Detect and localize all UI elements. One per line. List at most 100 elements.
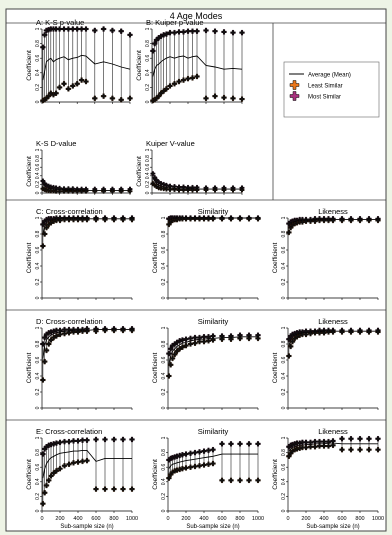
y-tick-label: 0.2 xyxy=(35,388,41,395)
marker xyxy=(180,344,185,350)
y-tick-label: 1 xyxy=(161,326,167,329)
marker xyxy=(118,97,124,103)
marker xyxy=(40,501,46,506)
marker xyxy=(42,335,47,340)
marker xyxy=(167,83,173,89)
marker xyxy=(317,330,322,336)
y-tick-label: 1 xyxy=(281,436,287,439)
y-tick-label: 1 xyxy=(35,148,41,151)
marker xyxy=(44,225,49,230)
marker xyxy=(190,187,195,193)
marker xyxy=(166,351,172,356)
marker xyxy=(80,437,85,443)
marker xyxy=(120,486,126,492)
marker xyxy=(48,473,54,479)
marker xyxy=(168,362,173,368)
marker xyxy=(75,459,81,465)
marker xyxy=(300,445,305,450)
marker xyxy=(40,341,46,347)
y-tick-label: 0.4 xyxy=(281,478,287,485)
marker xyxy=(83,26,89,32)
y-axis-label: Coefficient xyxy=(136,156,143,187)
y-tick-label: 0 xyxy=(281,296,287,299)
y-axis-label: Coefficient xyxy=(26,459,33,490)
y-tick-label: 1 xyxy=(35,326,41,329)
marker xyxy=(84,217,90,222)
panel-a4: Kuiper V-value 0 0.2 0.40.6 0.8 1 Coefficient xyxy=(136,139,245,195)
marker xyxy=(180,452,185,458)
marker xyxy=(288,344,293,349)
y-tick-label: 0.8 xyxy=(35,230,41,237)
marker xyxy=(339,218,345,223)
marker xyxy=(54,218,59,223)
marker xyxy=(201,339,207,344)
y-tick-label: 0.4 xyxy=(161,262,167,269)
y-tick-label: 0.8 xyxy=(161,449,167,456)
y-tick-label: 0.6 xyxy=(145,55,151,62)
marker xyxy=(102,486,108,492)
y-tick-label: 0.8 xyxy=(281,340,287,347)
legend-box xyxy=(283,61,380,118)
mean-line xyxy=(168,453,258,469)
x-tick-label: 600 xyxy=(217,516,226,522)
y-tick-label: 1 xyxy=(281,326,287,329)
marker xyxy=(206,338,211,344)
y-tick-label: 0.8 xyxy=(35,40,41,47)
marker xyxy=(203,187,209,193)
marker xyxy=(66,26,71,32)
y-axis-label: Coefficient xyxy=(26,156,33,187)
marker xyxy=(192,340,198,346)
marker xyxy=(286,336,292,342)
marker xyxy=(170,356,175,361)
y-tick-label: 0.4 xyxy=(281,262,287,269)
y-tick-label: 0.6 xyxy=(281,356,287,363)
panel-d2: Similarity 0 0.2 0.4 0.6 0.8 1 Coefficient xyxy=(152,317,261,410)
marker xyxy=(93,486,99,492)
x-tick-label: 800 xyxy=(109,516,118,522)
marker xyxy=(118,28,124,34)
marker xyxy=(53,26,59,32)
marker xyxy=(288,451,293,456)
y-tick-label: 0.6 xyxy=(35,246,41,253)
marker xyxy=(40,377,46,383)
marker xyxy=(102,217,108,222)
marker xyxy=(188,451,193,456)
marker xyxy=(101,93,106,99)
x-tick-label: 0 xyxy=(166,516,169,522)
marker xyxy=(111,217,117,222)
marker xyxy=(210,461,216,466)
marker xyxy=(192,216,198,222)
marker xyxy=(80,217,85,222)
marker xyxy=(62,463,67,469)
y-tick-label: 0.2 xyxy=(145,181,151,188)
y-tick-label: 0 xyxy=(161,509,167,512)
marker xyxy=(42,446,47,452)
x-tick-label: 200 xyxy=(181,516,190,522)
y-tick-label: 1 xyxy=(145,148,151,151)
marker xyxy=(161,88,166,94)
marker xyxy=(84,437,90,443)
marker xyxy=(167,30,173,35)
marker xyxy=(54,468,59,474)
marker xyxy=(246,336,252,341)
panel-c3: Likeness 0 0.2 0.4 0.6 0.8 1 Coefficient xyxy=(272,207,381,300)
y-axis-label: Coefficient xyxy=(272,459,279,490)
marker xyxy=(44,96,49,101)
y-tick-label: 0.2 xyxy=(161,493,167,500)
marker xyxy=(181,187,186,193)
panel-a2: B: Kuiper p-value 0 0.2 0.4 0.6 0.8 1 Coefficie… xyxy=(136,18,245,104)
marker xyxy=(326,329,331,335)
y-tick-label: 0.4 xyxy=(35,478,41,485)
y-tick-label: 0.6 xyxy=(35,464,41,471)
marker xyxy=(357,447,363,452)
marker xyxy=(180,466,185,471)
marker xyxy=(188,464,193,470)
marker xyxy=(57,218,63,223)
marker xyxy=(348,447,354,452)
x-tick-label: 800 xyxy=(235,516,244,522)
marker xyxy=(57,332,63,337)
marker xyxy=(201,448,207,454)
marker xyxy=(92,96,98,101)
marker xyxy=(308,331,313,336)
marker xyxy=(75,189,80,194)
